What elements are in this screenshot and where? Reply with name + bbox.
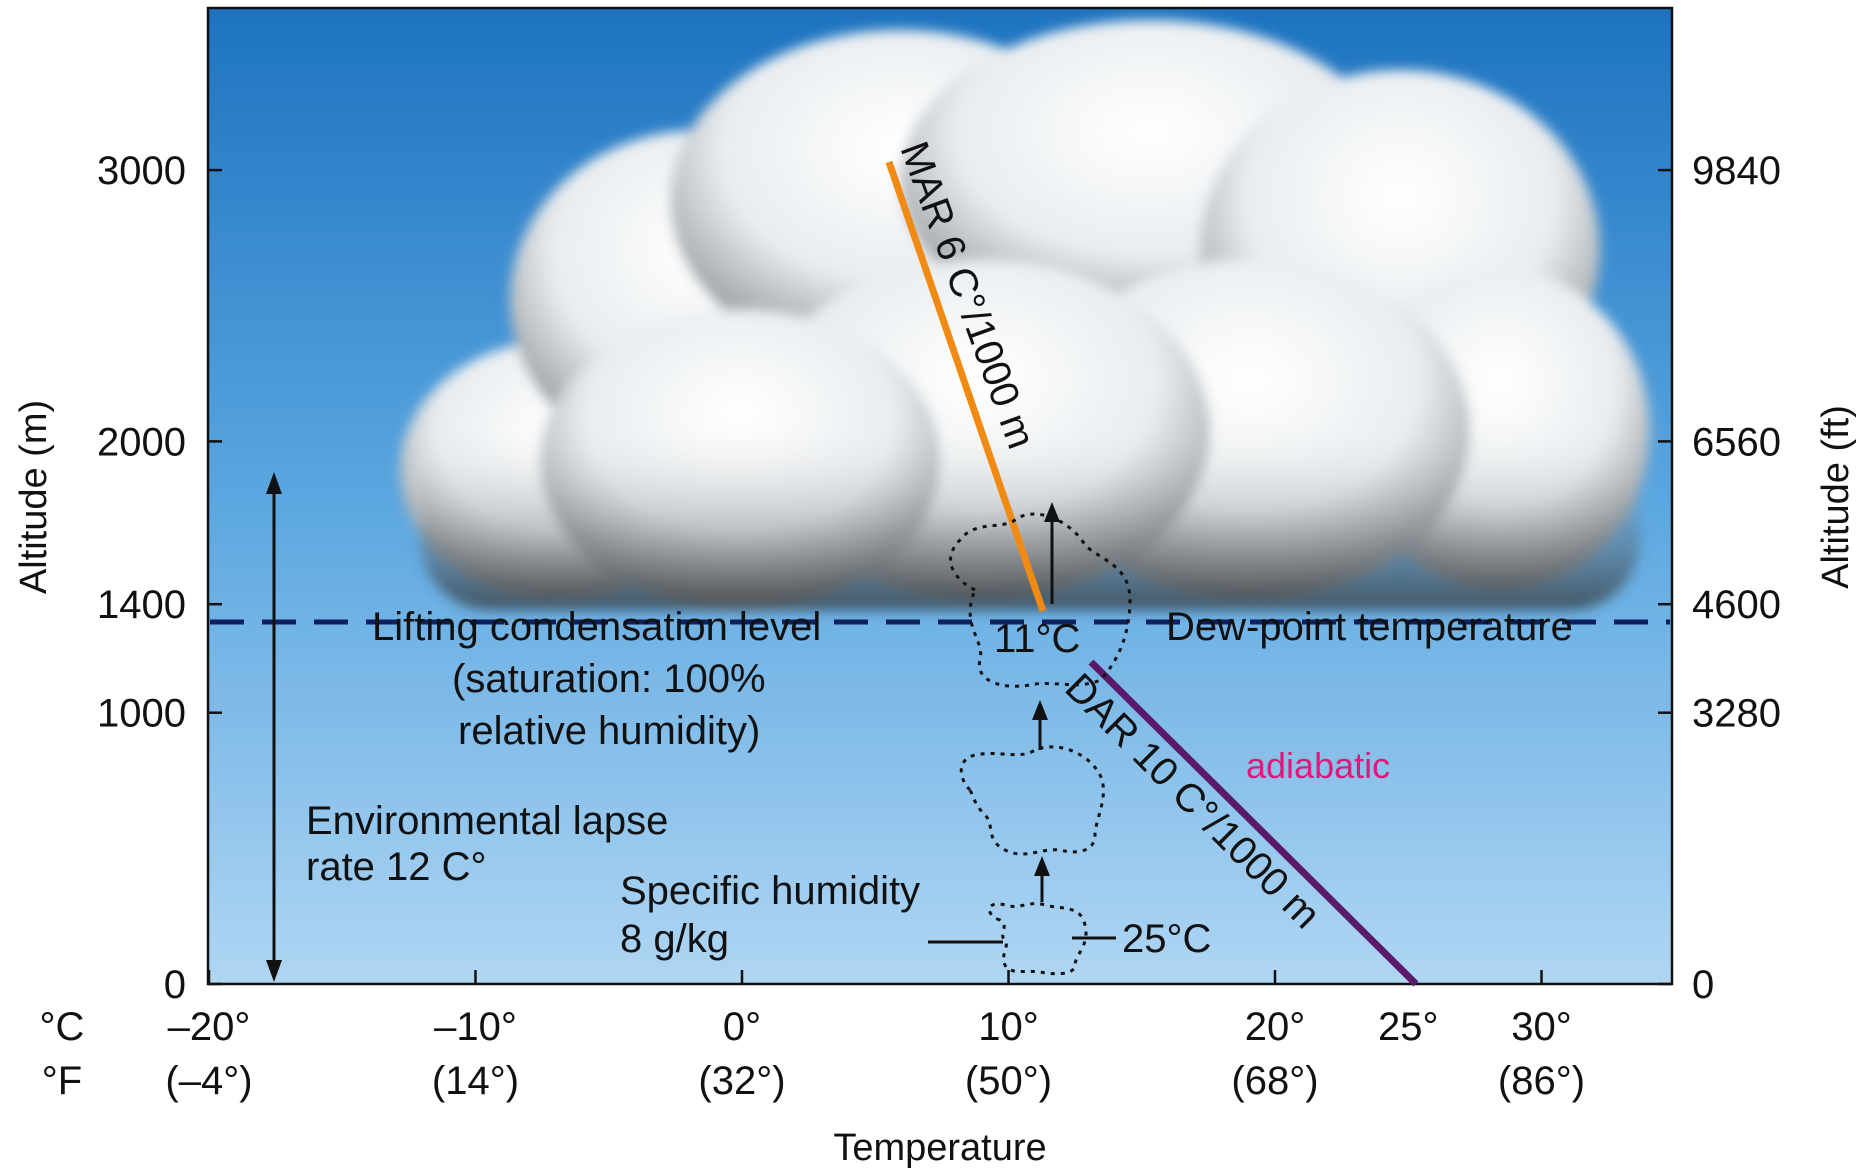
x-tick-label-celsius: –10°	[434, 1005, 517, 1049]
x-tick-label-fahrenheit: (86°)	[1498, 1059, 1585, 1103]
dar-line	[1088, 659, 1419, 987]
temp-11-label: 11°C	[994, 617, 1080, 661]
right-tick-label: 3280	[1692, 692, 1781, 736]
env-lapse-label-line2: rate 12 C°	[306, 845, 487, 889]
temp-25-label: 25°C	[1122, 917, 1211, 961]
x-tick-label-fahrenheit: (68°)	[1231, 1059, 1318, 1103]
lcl-label-line3: relative humidity)	[458, 709, 760, 753]
mar-line	[885, 160, 1047, 613]
specific-humidity-line2: 8 g/kg	[620, 917, 729, 961]
x-tick-label-fahrenheit: (–4°)	[165, 1059, 252, 1103]
parcel-outline-top	[949, 512, 1132, 688]
right-axis-title: Altitude (ft)	[1815, 405, 1857, 589]
left-tick-label: 2000	[97, 420, 186, 464]
left-tick-label: 0	[164, 963, 186, 1007]
plot-frame	[206, 6, 1674, 986]
left-axis-title: Altitude (m)	[13, 400, 55, 594]
x-unit-celsius: °C	[40, 1005, 85, 1049]
environmental-lapse-arrow	[266, 472, 282, 982]
right-tick-label: 6560	[1692, 420, 1781, 464]
x-tick-label-celsius: 10°	[978, 1005, 1039, 1049]
parcel-outline-middle	[959, 745, 1105, 856]
x-axis-ticks: –20° (–4°) –10° (14°) 0° (32°) 10° (50°) 20° (68°…	[165, 970, 1585, 1103]
lcl-label-line2: (saturation: 100%	[452, 657, 766, 701]
cloud-illustration	[400, 20, 1650, 610]
x-tick-label-celsius: –20°	[168, 1005, 251, 1049]
rising-parcel-arrows	[1032, 502, 1060, 902]
right-tick-label: 0	[1692, 963, 1714, 1007]
left-axis-ticks: 0 1000 1400 2000 3000	[97, 149, 222, 1007]
right-tick-label: 9840	[1692, 149, 1781, 193]
parcel-outline-bottom	[987, 902, 1088, 976]
right-axis-ticks: 0 3280 4600 6560 9840	[1658, 149, 1781, 1007]
adiabatic-label: adiabatic	[1246, 745, 1390, 786]
specific-humidity-line1: Specific humidity	[620, 869, 920, 913]
x-tick-label-celsius: 25°	[1378, 1005, 1439, 1049]
lcl-label-line1: Lifting condensation level	[372, 605, 821, 649]
x-tick-label-fahrenheit: (14°)	[432, 1059, 519, 1103]
x-tick-label-celsius: 30°	[1511, 1005, 1572, 1049]
x-tick-label-fahrenheit: (50°)	[965, 1059, 1052, 1103]
dew-point-label: Dew-point temperature	[1166, 605, 1573, 649]
right-tick-label: 4600	[1692, 583, 1781, 627]
x-tick-label-celsius: 20°	[1245, 1005, 1306, 1049]
x-tick-label-fahrenheit: (32°)	[698, 1059, 785, 1103]
x-unit-fahrenheit: °F	[42, 1059, 82, 1103]
env-lapse-label-line1: Environmental lapse	[306, 799, 668, 843]
left-tick-label: 3000	[97, 149, 186, 193]
x-tick-label-celsius: 0°	[723, 1005, 761, 1049]
x-axis-title: Temperature	[833, 1127, 1046, 1169]
left-tick-label: 1000	[97, 692, 186, 736]
left-tick-label: 1400	[97, 583, 186, 627]
